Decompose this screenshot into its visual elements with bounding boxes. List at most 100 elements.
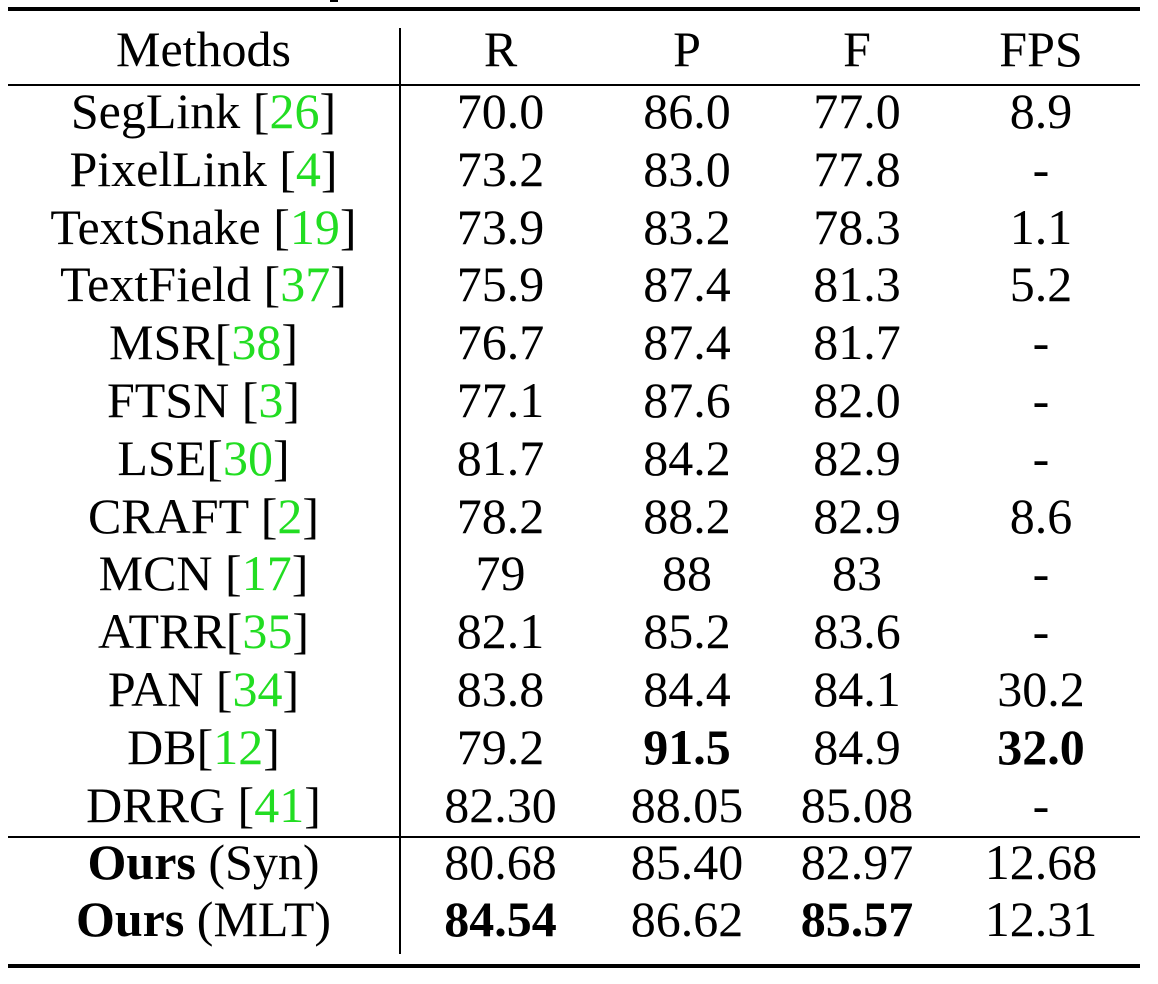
column-divider <box>399 86 401 836</box>
header-fps: FPS <box>999 21 1083 77</box>
method-cell: ATRR[35] <box>97 603 310 659</box>
method-variant: (Syn) <box>195 834 320 890</box>
method-name: ATRR <box>97 603 226 659</box>
citation-link[interactable]: 35 <box>242 603 293 659</box>
method-name: TextField <box>60 256 252 312</box>
citation-link[interactable]: 2 <box>277 488 303 544</box>
header-methods: Methods <box>116 21 291 77</box>
recall-cell: 73.2 <box>456 141 545 197</box>
citation-link[interactable]: 17 <box>241 545 292 601</box>
fps-cell: 8.9 <box>1009 83 1073 139</box>
precision-cell: 87.6 <box>643 372 731 428</box>
table-row: LSE[30] 81.7 84.2 82.9 - <box>8 429 1140 487</box>
method-cell: Ours (Syn) <box>8 833 399 891</box>
method-name: MCN <box>98 545 213 601</box>
method-cell: PAN [34] <box>107 661 300 717</box>
recall-cell: 79 <box>475 545 526 601</box>
fmeasure-cell: 84.9 <box>813 719 901 775</box>
fps-cell: 8.6 <box>1009 488 1073 544</box>
precision-cell: 84.2 <box>643 430 731 486</box>
fmeasure-cell: 82.9 <box>813 430 901 486</box>
method-name: PAN <box>107 661 204 717</box>
column-divider <box>399 838 401 954</box>
method-variant: (MLT) <box>184 891 332 947</box>
fmeasure-cell: 82.0 <box>813 372 901 428</box>
method-name: FTSN <box>106 372 230 428</box>
citation-link[interactable]: 12 <box>213 719 264 775</box>
recall-cell: 81.7 <box>456 430 545 486</box>
header-fmeasure: F <box>843 21 871 77</box>
header-rule <box>8 84 1140 86</box>
table-row: MSR[38] 76.7 87.4 81.7 - <box>8 313 1140 371</box>
method-name: Ours <box>87 834 196 890</box>
recall-cell: 80.68 <box>444 834 557 890</box>
fps-cell: - <box>1032 141 1050 197</box>
caption-remnant <box>330 0 338 2</box>
method-name: Ours <box>75 891 185 947</box>
table-row: PAN [34] 83.8 84.4 84.1 30.2 <box>8 660 1140 718</box>
fmeasure-cell: 85.08 <box>800 777 914 833</box>
table-row: FTSN [3] 77.1 87.6 82.0 - <box>8 371 1140 429</box>
fmeasure-cell: 82.97 <box>800 834 914 890</box>
recall-cell: 82.30 <box>444 777 557 833</box>
method-cell: DRRG [41] <box>86 777 321 833</box>
fmeasure-cell: 83 <box>832 545 882 601</box>
recall-cell: 76.7 <box>456 314 545 370</box>
table-row: DRRG [41] 82.30 88.05 85.08 - <box>8 776 1140 834</box>
recall-cell: 73.9 <box>456 199 545 255</box>
method-cell: TextField [37] <box>60 256 347 312</box>
table-row: TextField [37] 75.9 87.4 81.3 5.2 <box>8 255 1140 313</box>
method-name: CRAFT <box>87 488 249 544</box>
table-row: MCN [17] 79 88 83 - <box>8 544 1140 602</box>
precision-cell: 88 <box>662 545 712 601</box>
recall-cell: 83.8 <box>456 661 545 717</box>
fps-cell: - <box>1032 777 1050 833</box>
fmeasure-cell: 82.9 <box>813 488 901 544</box>
citation-link[interactable]: 3 <box>258 372 284 428</box>
method-name: PixelLink <box>69 141 267 197</box>
precision-cell: 86.0 <box>643 83 731 139</box>
precision-cell: 88.05 <box>630 777 744 833</box>
table-row: TextSnake [19] 73.9 83.2 78.3 1.1 <box>8 198 1140 256</box>
citation-link[interactable]: 30 <box>222 430 273 486</box>
citation-link[interactable]: 26 <box>269 83 320 139</box>
recall-cell: 82.1 <box>456 603 545 659</box>
table-row: CRAFT [2] 78.2 88.2 82.9 8.6 <box>8 487 1140 545</box>
precision-cell: 83.0 <box>643 141 731 197</box>
precision-cell: 84.4 <box>643 661 731 717</box>
fmeasure-cell: 78.3 <box>813 199 901 255</box>
recall-cell: 70.0 <box>456 83 545 139</box>
fps-cell: 30.2 <box>997 661 1085 717</box>
method-cell: PixelLink [4] <box>69 141 338 197</box>
precision-cell: 85.2 <box>643 603 731 659</box>
method-cell: Ours (MLT) <box>8 890 399 948</box>
recall-cell: 75.9 <box>456 256 545 312</box>
recall-cell: 79.2 <box>456 719 545 775</box>
method-cell: SegLink [26] <box>70 83 337 139</box>
precision-cell: 83.2 <box>643 199 731 255</box>
results-table: Methods R P F FPS SegLink [26] 70.0 86.0 77… <box>8 0 1140 984</box>
citation-link[interactable]: 34 <box>232 661 283 717</box>
citation-link[interactable]: 38 <box>231 314 282 370</box>
recall-cell: 78.2 <box>456 488 545 544</box>
fmeasure-cell: 77.8 <box>813 141 901 197</box>
precision-cell: 85.40 <box>630 834 744 890</box>
method-cell: CRAFT [2] <box>87 488 320 544</box>
method-name: DB <box>127 719 197 775</box>
column-divider <box>399 28 401 84</box>
fps-cell: 1.1 <box>1009 199 1073 255</box>
citation-link[interactable]: 4 <box>295 141 321 197</box>
precision-cell: 88.2 <box>643 488 731 544</box>
recall-cell: 84.54 <box>444 891 557 947</box>
citation-link[interactable]: 41 <box>254 777 305 833</box>
precision-cell: 87.4 <box>643 314 731 370</box>
table-row: Ours (Syn) 80.68 85.40 82.97 12.68 <box>8 833 1140 891</box>
ours-separator-rule <box>8 836 1140 838</box>
citation-link[interactable]: 37 <box>280 256 331 312</box>
fps-cell: 32.0 <box>997 719 1085 775</box>
method-name: MSR <box>109 314 215 370</box>
fmeasure-cell: 83.6 <box>813 603 901 659</box>
citation-link[interactable]: 19 <box>289 199 340 255</box>
method-cell: DB[12] <box>127 719 280 775</box>
table-row: ATRR[35] 82.1 85.2 83.6 - <box>8 602 1140 660</box>
